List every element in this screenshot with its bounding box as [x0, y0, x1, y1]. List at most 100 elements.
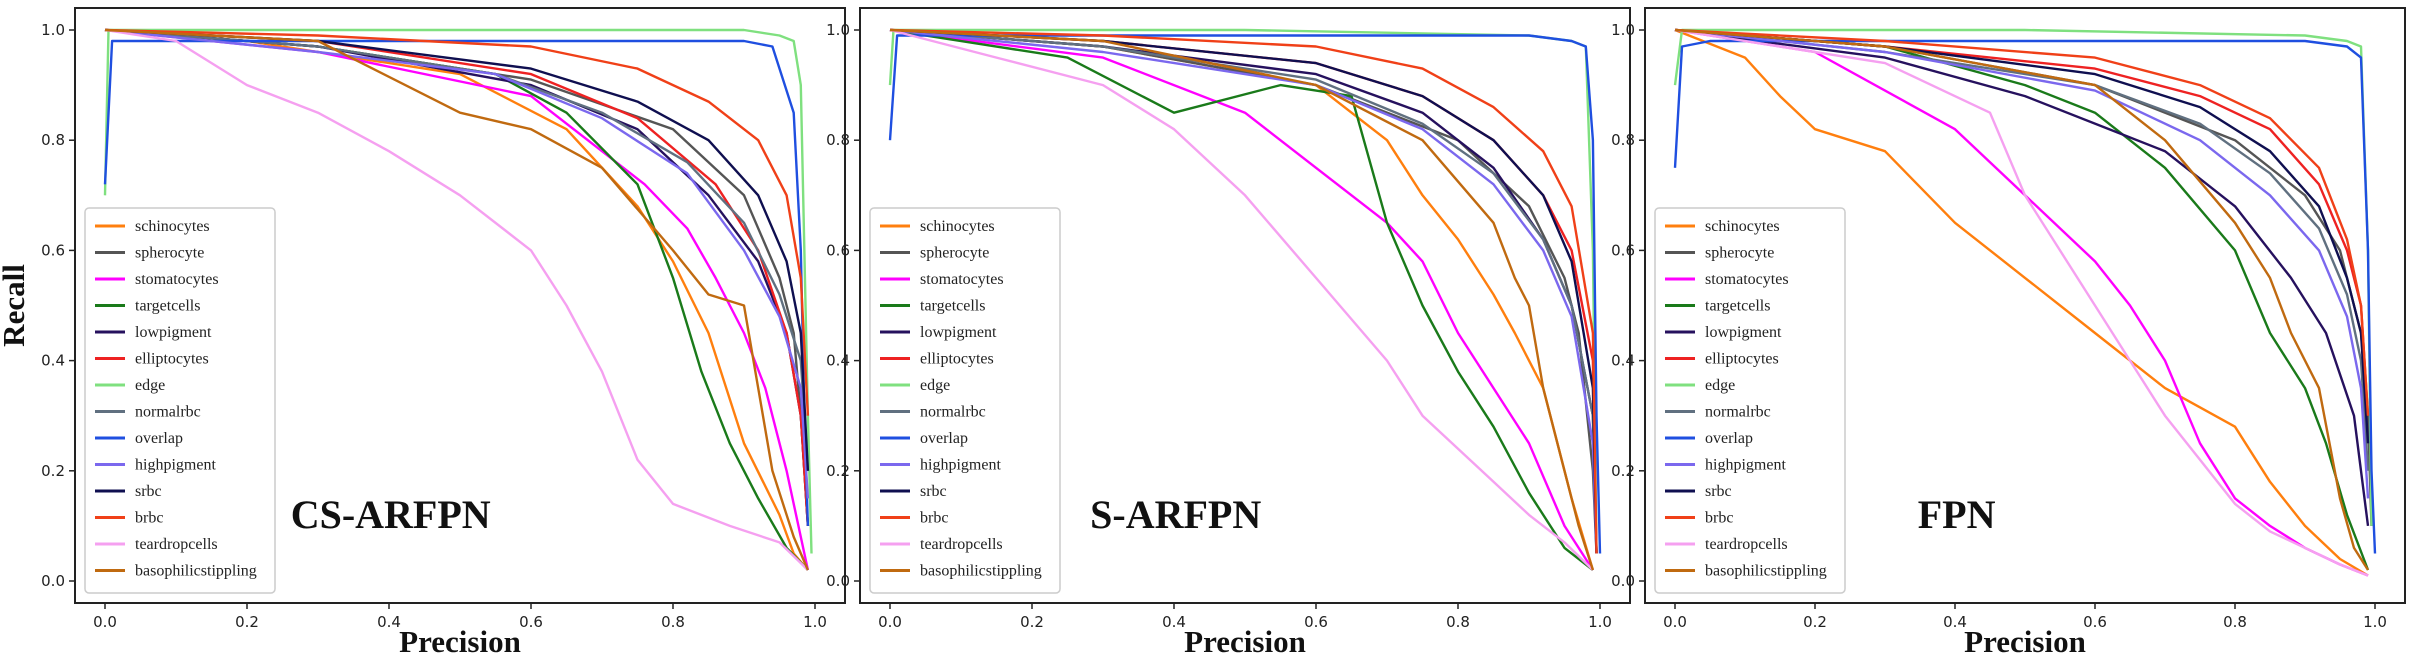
legend-item: normalrbc	[1665, 404, 1771, 421]
series-line-teardropcells	[104, 28, 809, 571]
legend-item: elliptocytes	[95, 351, 209, 368]
y-tick-label: 0.8	[1611, 131, 1635, 149]
series-group	[103, 28, 813, 571]
legend-label: normalrbc	[135, 404, 201, 421]
legend: schinocytes spherocyte stomatocytes targetc…	[1654, 207, 1846, 594]
x-tick-label: 0.8	[1446, 613, 1470, 631]
legend-item: lowpigment	[880, 324, 997, 341]
y-tick-label: 0.2	[1611, 462, 1635, 480]
y-tick-label: 0.0	[41, 572, 65, 590]
legend-item: spherocyte	[880, 245, 989, 262]
legend-label: highpigment	[920, 457, 1001, 474]
legend-item: targetcells	[95, 298, 200, 315]
x-tick-label: 1.0	[1588, 613, 1612, 631]
y-tick-label: 0.4	[1611, 352, 1635, 370]
series-line-teardropcells	[889, 28, 1594, 571]
x-tick-label: 0.0	[1663, 613, 1687, 631]
legend-label: edge	[920, 377, 950, 394]
x-tick-label: 0.6	[1304, 613, 1328, 631]
x-tick-label: 0.4	[1162, 613, 1186, 631]
legend-label: targetcells	[135, 298, 200, 315]
legend-label: elliptocytes	[1705, 351, 1779, 368]
series-line-highpigment	[1674, 28, 2370, 499]
y-tick-label: 0.2	[41, 462, 65, 480]
legend-label: spherocyte	[1705, 245, 1774, 262]
x-tick-label: 0.2	[1020, 613, 1044, 631]
x-tick-label: 0.8	[661, 613, 685, 631]
x-tick-label: 0.8	[2223, 613, 2247, 631]
plot-frame	[859, 7, 1631, 604]
legend-item: lowpigment	[95, 324, 212, 341]
legend-item: edge	[880, 377, 950, 394]
legend-label: overlap	[1705, 430, 1753, 447]
legend-item: elliptocytes	[1665, 351, 1779, 368]
legend-label: brbc	[920, 510, 948, 527]
y-tick-label: 0.0	[826, 572, 850, 590]
series-group	[1673, 28, 2377, 577]
chart-panel-0: 0.0 0.2 0.4 0.6 0.8 1.0 0.0 0.2 0.4 0.6 0.8 1.0 Prec…	[0, 7, 846, 659]
legend-item: basophilicstippling	[95, 563, 257, 580]
series-line-srbc	[889, 28, 1598, 554]
y-tick-label: 1.0	[826, 21, 850, 39]
legend-label: lowpigment	[1705, 324, 1782, 341]
legend-item: basophilicstippling	[880, 563, 1042, 580]
legend-label: lowpigment	[135, 324, 212, 341]
legend-item: teardropcells	[1665, 536, 1788, 553]
legend-label: edge	[1705, 377, 1735, 394]
legend-label: highpigment	[1705, 457, 1786, 474]
series-line-lowpigment	[1674, 28, 2370, 527]
legend-label: brbc	[1705, 510, 1733, 527]
legend-label: targetcells	[920, 298, 985, 315]
legend-item: elliptocytes	[880, 351, 994, 368]
series-line-schinocytes	[104, 28, 809, 571]
x-tick-label: 1.0	[803, 613, 827, 631]
legend-item: basophilicstippling	[1665, 563, 1827, 580]
legend-item: stomatocytes	[880, 271, 1004, 288]
legend-item: brbc	[95, 510, 163, 527]
series-line-brbc	[1674, 28, 2370, 416]
series-line-overlap	[888, 34, 1602, 554]
series-line-srbc	[104, 28, 810, 471]
series-line-stomatocytes	[889, 28, 1594, 571]
legend-item: highpigment	[880, 457, 1001, 474]
series-line-basophilicstippling	[104, 28, 810, 571]
legend-item: schinocytes	[1665, 218, 1780, 235]
x-tick-label: 0.2	[1803, 613, 1827, 631]
chart-panel-1: 0.0 0.2 0.4 0.6 0.8 1.0 0.0 0.2 0.4 0.6 0.8 1.0 Prec…	[826, 7, 1631, 659]
y-tick-label: 0.8	[826, 131, 850, 149]
legend-label: highpigment	[135, 457, 216, 474]
legend-item: srbc	[880, 483, 947, 500]
legend-item: overlap	[880, 430, 968, 447]
legend-item: lowpigment	[1665, 324, 1782, 341]
chart-panel-2: 0.0 0.2 0.4 0.6 0.8 1.0 0.0 0.2 0.4 0.6 0.8 1.0 Prec…	[1611, 7, 2406, 659]
legend-label: targetcells	[1705, 298, 1770, 315]
legend-item: edge	[95, 377, 165, 394]
x-tick-label: 0.4	[377, 613, 401, 631]
legend-label: elliptocytes	[135, 351, 209, 368]
legend-label: schinocytes	[1705, 218, 1780, 235]
y-tick-label: 1.0	[1611, 21, 1635, 39]
legend-item: overlap	[1665, 430, 1753, 447]
y-tick-label: 0.6	[41, 241, 65, 259]
legend-label: normalrbc	[920, 404, 986, 421]
series-line-highpigment	[104, 28, 810, 499]
y-tick-label: 0.8	[41, 131, 65, 149]
x-axis-label: Precision	[399, 624, 521, 659]
x-tick-label: 0.6	[519, 613, 543, 631]
legend-label: srbc	[135, 483, 162, 500]
legend-item: srbc	[1665, 483, 1732, 500]
series-line-basophilicstippling	[1674, 28, 2370, 571]
series-group	[888, 28, 1602, 571]
legend-label: normalrbc	[1705, 404, 1771, 421]
x-tick-label: 0.0	[93, 613, 117, 631]
y-tick-label: 0.6	[1611, 241, 1635, 259]
legend-item: stomatocytes	[95, 271, 219, 288]
series-line-normalrbc	[1674, 28, 2370, 471]
y-tick-label: 0.2	[826, 462, 850, 480]
legend-box	[84, 207, 276, 594]
legend-item: normalrbc	[95, 404, 201, 421]
legend-label: elliptocytes	[920, 351, 994, 368]
legend-label: basophilicstippling	[920, 563, 1042, 580]
legend-label: teardropcells	[920, 536, 1003, 553]
